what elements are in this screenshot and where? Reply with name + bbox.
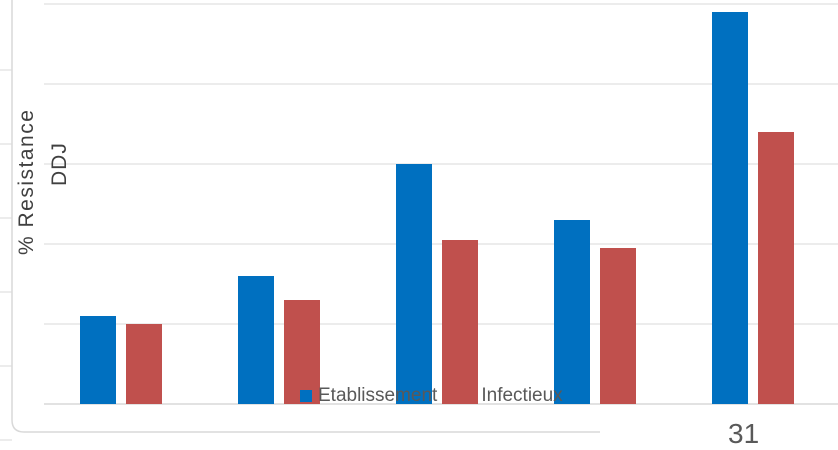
bar-etablissement <box>396 164 432 404</box>
slide-number: 31 <box>728 418 760 449</box>
bars <box>80 12 794 404</box>
bar-infectieux <box>126 324 162 404</box>
legend-label-infectieux: Infectieux <box>481 385 563 406</box>
legend-item-etablissement: Etablissement <box>300 385 437 407</box>
slide-frame-left <box>11 0 600 433</box>
bar-infectieux <box>442 240 478 404</box>
bar-infectieux <box>600 248 636 404</box>
bar-etablissement <box>238 276 274 404</box>
left-tick-marks <box>0 69 12 441</box>
bar-infectieux <box>284 300 320 404</box>
gridlines <box>44 3 838 405</box>
bar-etablissement <box>554 220 590 404</box>
bar-etablissement <box>80 316 116 404</box>
y-axis-subtitle: DDJ <box>48 142 71 186</box>
y-axis-title: % Resistance <box>15 108 38 255</box>
bar-infectieux <box>758 132 794 404</box>
legend: Etablissement Infectieux <box>300 384 563 408</box>
legend-swatch-infectieux <box>463 390 476 402</box>
bar-etablissement <box>712 12 748 404</box>
legend-item-infectieux: Infectieux <box>463 385 563 407</box>
legend-swatch-etablissement <box>300 390 312 402</box>
legend-label-etablissement: Etablissement <box>318 385 438 406</box>
